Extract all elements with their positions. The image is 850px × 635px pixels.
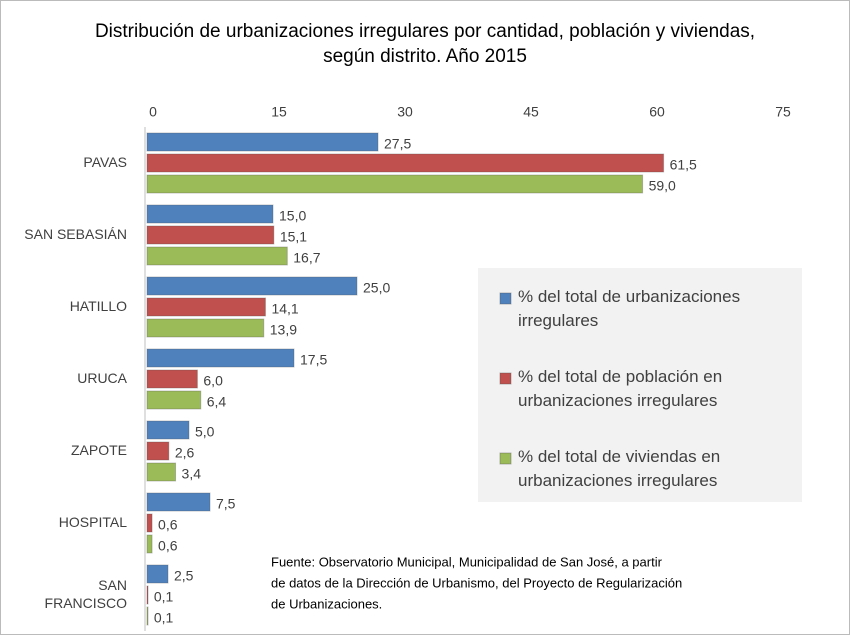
bar [146,462,177,482]
data-label: 15,1 [280,229,307,245]
bar [146,318,265,338]
data-label: 0,1 [154,610,174,626]
y-tick-label: HOSPITAL [59,514,127,530]
bar [146,153,665,173]
x-tick-label: 30 [397,104,413,120]
bar [146,585,149,605]
bar [146,390,202,410]
bar [146,534,153,554]
legend-swatch [499,372,512,385]
bar [146,564,169,584]
bar [146,246,288,266]
data-label: 3,4 [182,466,202,482]
data-label: 59,0 [649,178,676,194]
legend-swatch [499,292,512,305]
y-tick-label: ZAPOTE [71,442,127,458]
bar [146,492,211,512]
data-label: 7,5 [216,496,236,512]
x-tick-label: 0 [149,104,157,120]
data-label: 15,0 [279,208,306,224]
x-tick-label: 45 [523,104,539,120]
bar [146,441,170,461]
data-label: 2,6 [175,445,195,461]
bar [146,369,198,389]
bar [146,348,295,368]
data-label: 17,5 [300,352,327,368]
bar [146,174,644,194]
legend-label: % del total de población en urbanizacione… [518,367,722,410]
bar [146,225,275,245]
data-label: 27,5 [384,136,411,152]
data-label: 25,0 [363,280,390,296]
legend-label: % del total de urbanizaciones irregulares [518,287,740,330]
data-label: 0,6 [158,538,178,554]
data-label: 5,0 [195,424,215,440]
data-label: 6,4 [207,394,227,410]
y-tick-label: URUCA [77,370,127,386]
bar [146,606,149,626]
x-tick-label: 75 [775,104,791,120]
data-label: 13,9 [270,322,297,338]
source-note: de Urbanizaciones. [271,596,382,611]
y-tick-label: PAVAS [83,154,127,170]
bar [146,420,190,440]
data-label: 6,0 [203,373,223,389]
bar [146,297,266,317]
legend-swatch [499,452,512,465]
source-note: Fuente: Observatorio Municipal, Municipa… [271,554,663,569]
y-tick-label: SAN SEBASIÁN [24,226,127,242]
legend-label: % del total de viviendas en urbanizacione… [518,447,720,490]
bar [146,204,274,224]
y-tick-label: HATILLO [70,298,127,314]
x-tick-label: 15 [271,104,287,120]
source-note: de datos de la Dirección de Urbanismo, d… [271,575,682,590]
data-label: 61,5 [670,157,697,173]
x-tick-label: 60 [649,104,665,120]
bar [146,276,358,296]
legend-box [478,268,802,502]
chart-title: Distribución de urbanizaciones irregular… [95,21,755,42]
data-label: 0,1 [154,589,174,605]
data-label: 0,6 [158,517,178,533]
bar [146,513,153,533]
data-label: 2,5 [174,568,194,584]
chart-title: según distrito. Año 2015 [323,46,527,67]
data-label: 14,1 [271,301,298,317]
bar [146,132,379,152]
y-tick-label: SAN FRANCISCO [45,577,128,611]
data-label: 16,7 [293,250,320,266]
